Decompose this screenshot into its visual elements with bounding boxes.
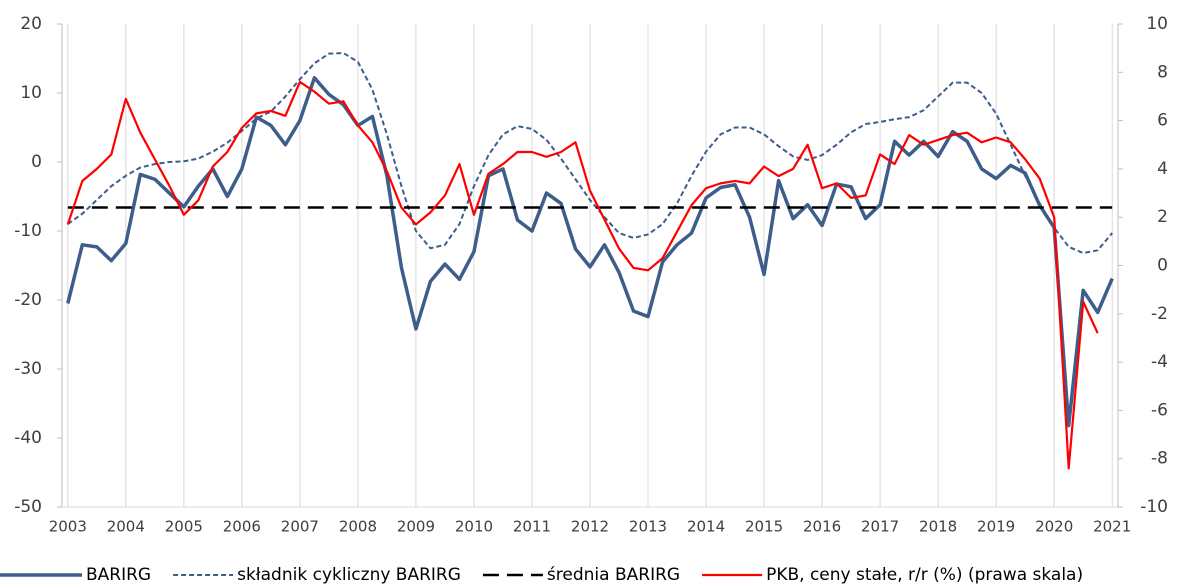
x-tick-label: 2012 — [571, 518, 609, 536]
y2-tick-label: 10 — [1146, 14, 1168, 34]
x-tick-label: 2016 — [803, 518, 841, 536]
y2-tick-label: -8 — [1151, 449, 1168, 469]
x-tick-label: 2006 — [223, 518, 261, 536]
x-tick-label: 2018 — [919, 518, 957, 536]
y-tick-label: -40 — [14, 428, 42, 448]
x-tick-label: 2009 — [397, 518, 435, 536]
y2-tick-label: -6 — [1151, 400, 1168, 420]
x-tick-label: 2007 — [281, 518, 319, 536]
y-tick-label: 0 — [31, 152, 42, 172]
series-line — [66, 76, 1114, 428]
x-tick-label: 2020 — [1035, 518, 1073, 536]
y2-tick-label: 2 — [1157, 207, 1168, 227]
series-line — [67, 51, 1113, 255]
series-line — [66, 80, 1099, 470]
y2-tick-label: 4 — [1157, 159, 1168, 179]
x-tick-label: 2011 — [513, 518, 551, 536]
y2-tick-label: -2 — [1151, 304, 1168, 324]
y2-tick-label: -10 — [1140, 497, 1168, 517]
y2-tick-label: 0 — [1157, 256, 1168, 276]
x-tick-label: 2004 — [107, 518, 145, 536]
y2-tick-label: -4 — [1151, 352, 1168, 372]
y2-tick-label: 6 — [1157, 111, 1168, 131]
y-tick-label: -50 — [14, 497, 42, 517]
legend-label: składnik cykliczny BARIRG — [237, 565, 461, 585]
legend-label: średnia BARIRG — [547, 565, 680, 585]
x-tick-label: 2021 — [1093, 518, 1131, 536]
y-tick-label: -10 — [14, 221, 42, 241]
y-tick-label: 10 — [20, 83, 42, 103]
x-tick-label: 2019 — [977, 518, 1015, 536]
x-tick-label: 2015 — [745, 518, 783, 536]
y2-tick-label: 8 — [1157, 62, 1168, 82]
legend-label: PKB, ceny stałe, r/r (%) (prawa skala) — [766, 565, 1083, 585]
x-tick-label: 2014 — [687, 518, 725, 536]
x-tick-label: 2008 — [339, 518, 377, 536]
y-tick-label: -20 — [14, 290, 42, 310]
x-tick-label: 2005 — [165, 518, 203, 536]
y-tick-label: 20 — [20, 14, 42, 34]
legend-label: BARIRG — [86, 565, 151, 585]
x-tick-label: 2017 — [861, 518, 899, 536]
x-tick-label: 2013 — [629, 518, 667, 536]
x-tick-label: 2010 — [455, 518, 493, 536]
y-tick-label: -30 — [14, 359, 42, 379]
x-tick-label: 2003 — [49, 518, 87, 536]
